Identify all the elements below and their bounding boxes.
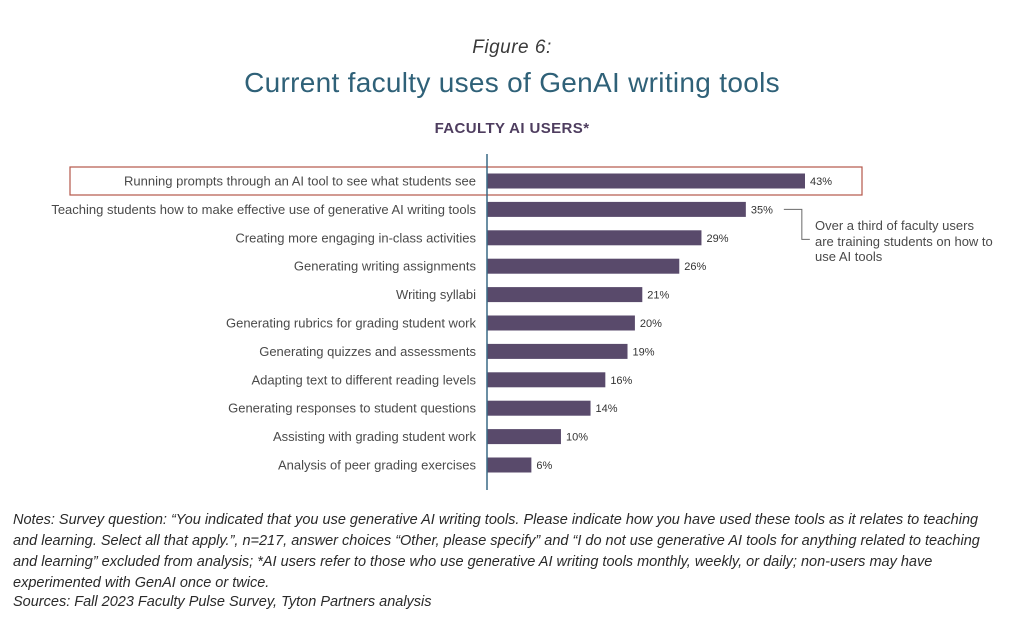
value-label: 6%	[536, 460, 552, 472]
value-label: 43%	[810, 176, 832, 188]
category-label: Adapting text to different reading level…	[251, 372, 476, 387]
value-label: 35%	[751, 204, 773, 216]
bar	[487, 230, 702, 246]
chart-title: Current faculty uses of GenAI writing to…	[244, 67, 780, 98]
category-label: Generating quizzes and assessments	[259, 344, 476, 359]
bar-chart: Running prompts through an AI tool to se…	[51, 154, 863, 490]
category-label: Teaching students how to make effective …	[51, 202, 476, 217]
value-label: 20%	[640, 318, 662, 330]
bar	[487, 173, 805, 189]
value-label: 10%	[566, 432, 588, 444]
category-label: Generating responses to student question…	[228, 401, 476, 416]
chart-notes: Notes: Survey question: “You indicated t…	[13, 512, 980, 591]
callout-annotation: Over a third of faculty users are traini…	[815, 218, 993, 264]
category-label: Running prompts through an AI tool to se…	[124, 174, 476, 189]
value-label: 16%	[610, 375, 632, 387]
category-label: Writing syllabi	[396, 287, 476, 302]
bar	[487, 201, 746, 217]
category-label: Creating more engaging in-class activiti…	[235, 230, 476, 245]
callout-connector	[783, 208, 810, 240]
value-label: 26%	[684, 261, 706, 273]
value-label: 21%	[647, 290, 669, 302]
chart-subtitle: FACULTY AI USERS*	[434, 120, 590, 137]
bar	[487, 258, 680, 274]
chart-sources: Sources: Fall 2023 Faculty Pulse Survey,…	[13, 594, 432, 610]
bar	[487, 372, 606, 388]
bar	[487, 457, 532, 473]
figure-label: Figure 6:	[472, 37, 552, 58]
bar	[487, 343, 628, 359]
highlight-box	[69, 166, 863, 196]
value-label: 29%	[706, 233, 728, 245]
bar	[487, 429, 561, 445]
bar	[487, 287, 643, 303]
category-label: Analysis of peer grading exercises	[278, 458, 476, 473]
bar	[487, 400, 591, 416]
value-label: 14%	[596, 403, 618, 415]
value-label: 19%	[633, 346, 655, 358]
category-label: Generating writing assignments	[294, 259, 477, 274]
category-label: Generating rubrics for grading student w…	[226, 316, 477, 331]
bar	[487, 315, 635, 331]
category-label: Assisting with grading student work	[273, 429, 477, 444]
